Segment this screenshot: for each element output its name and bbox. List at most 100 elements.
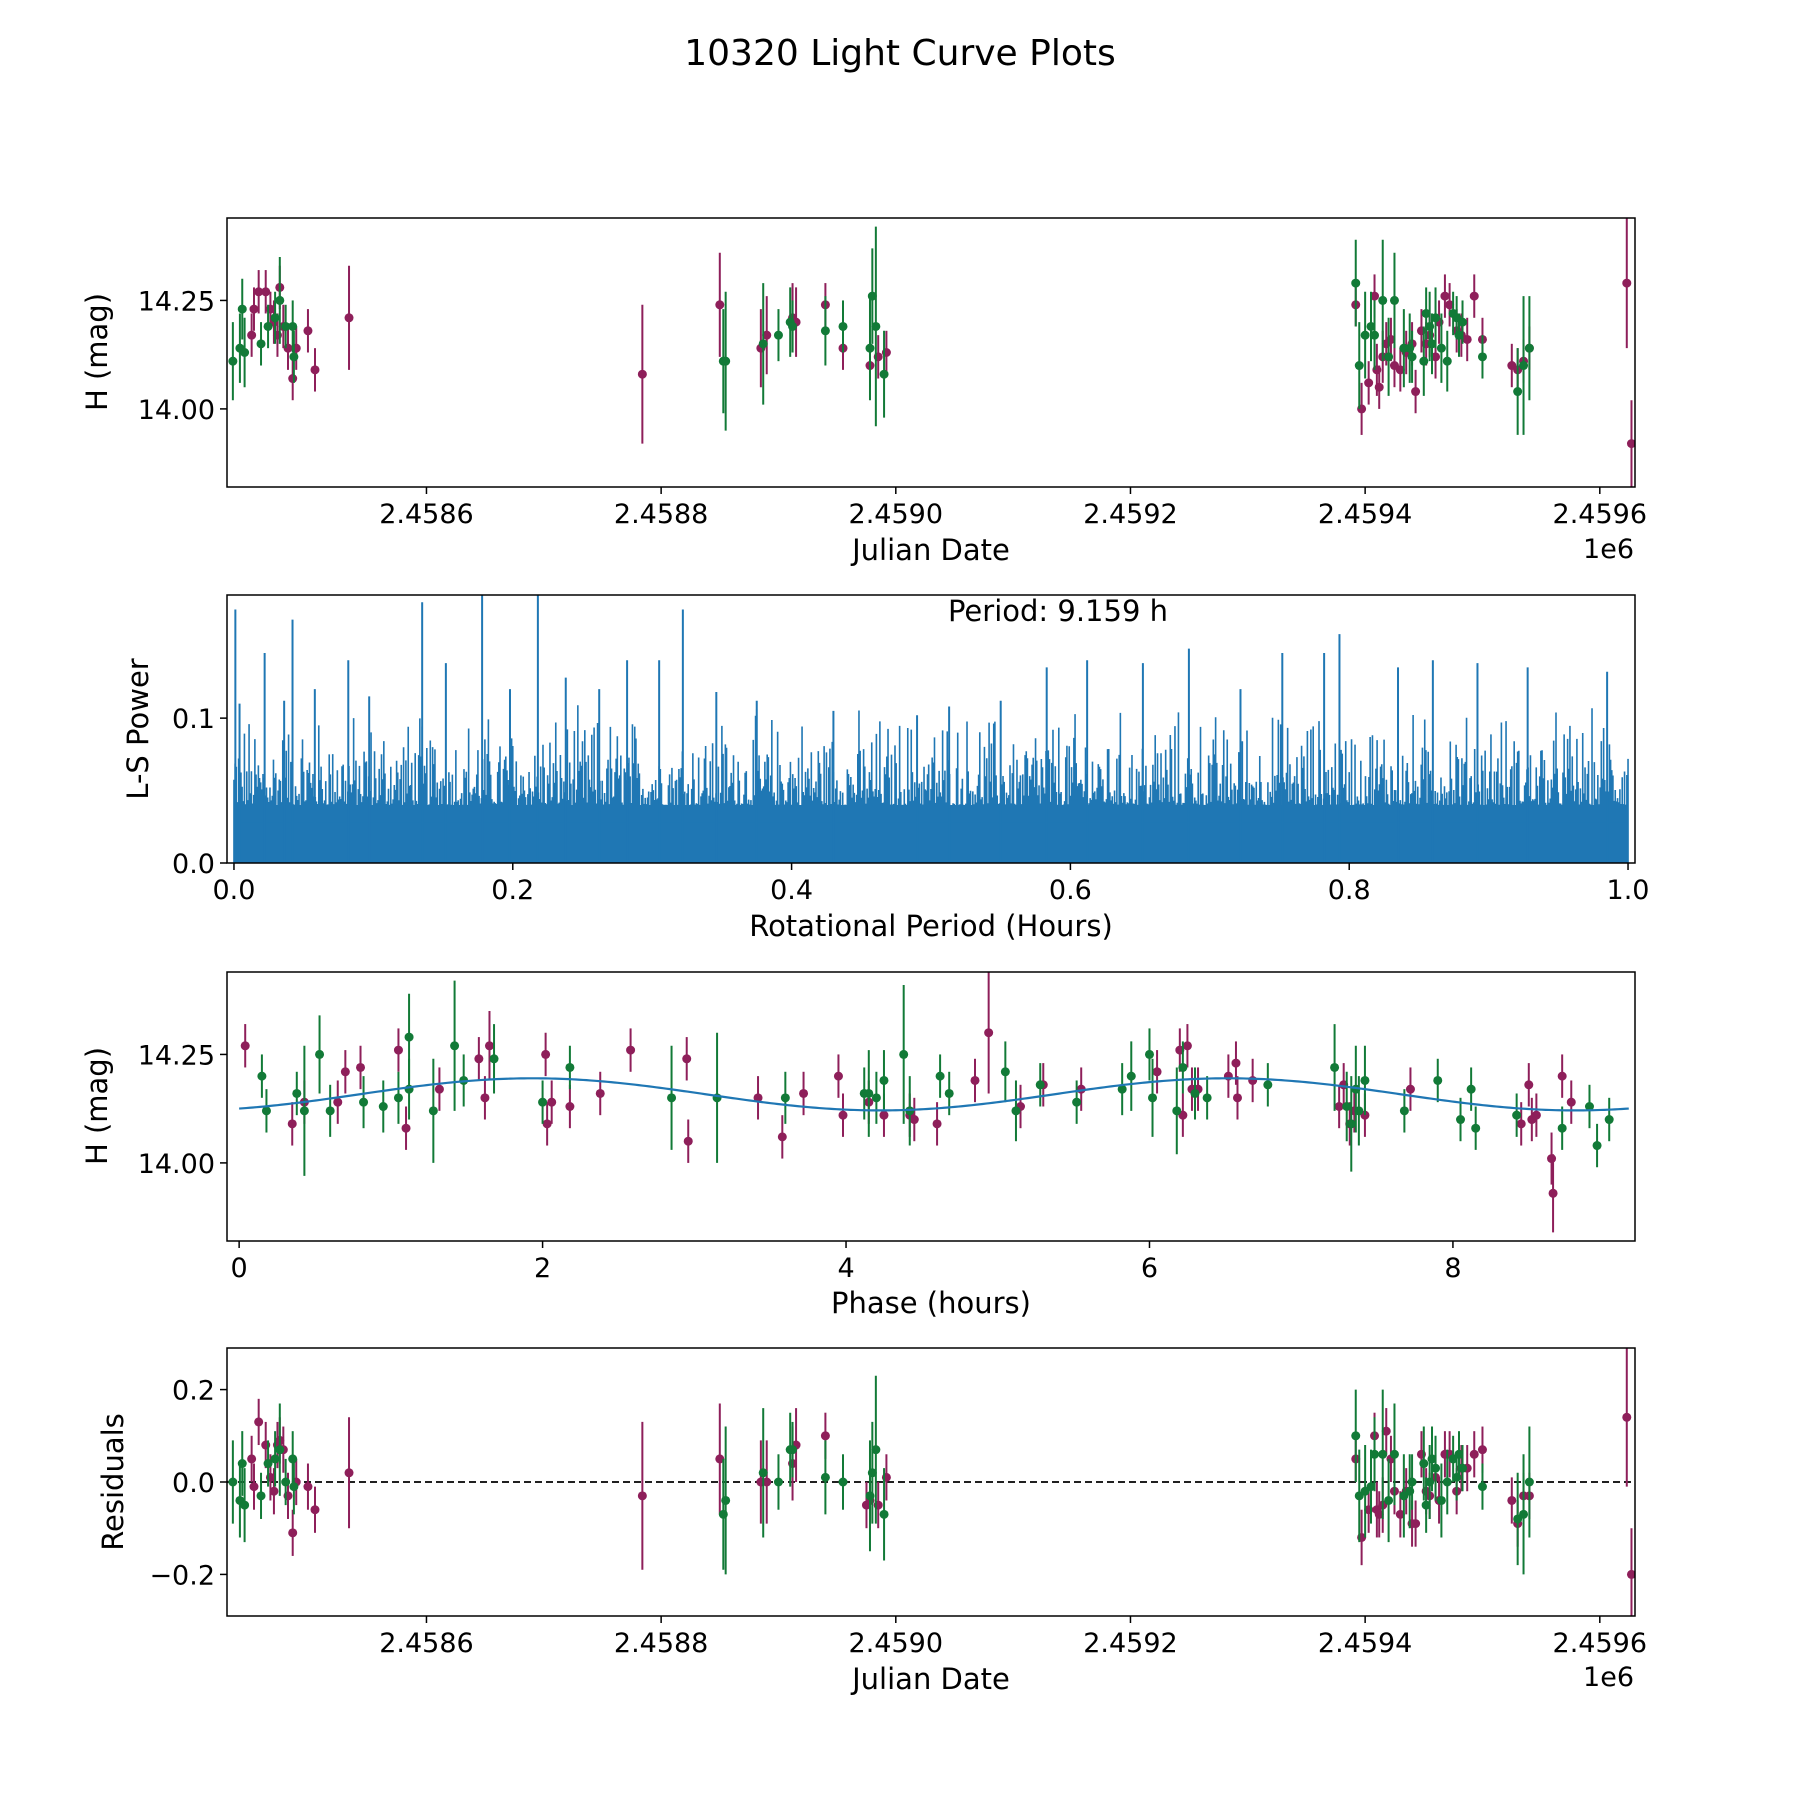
data-point bbox=[281, 321, 291, 331]
data-point bbox=[799, 1088, 809, 1098]
phased-curve-ylabel: H (mag) bbox=[80, 1047, 114, 1165]
data-point bbox=[393, 1093, 403, 1103]
data-point bbox=[484, 1041, 494, 1051]
data-point bbox=[833, 1071, 843, 1081]
y-tick-label: 0.0 bbox=[172, 849, 215, 880]
x-tick-label: 2.4590 bbox=[849, 1628, 943, 1659]
data-point bbox=[1469, 1449, 1479, 1459]
data-point bbox=[428, 1106, 438, 1116]
data-point bbox=[256, 1491, 266, 1501]
data-point bbox=[1584, 1102, 1594, 1111]
data-point bbox=[721, 1495, 731, 1505]
data-point bbox=[1477, 352, 1487, 362]
x-tick-label: 0 bbox=[231, 1253, 248, 1284]
data-point bbox=[1436, 1495, 1446, 1505]
data-point bbox=[565, 1062, 575, 1072]
data-point bbox=[1152, 1067, 1162, 1077]
data-point bbox=[1395, 365, 1405, 375]
periodogram-frame bbox=[226, 594, 1636, 864]
data-point bbox=[1366, 321, 1376, 331]
data-point bbox=[1626, 1569, 1635, 1579]
periodogram-plot-area bbox=[233, 595, 1629, 863]
data-point bbox=[257, 1071, 267, 1081]
x-tick-label: 0.2 bbox=[491, 875, 534, 906]
data-point bbox=[1419, 356, 1429, 366]
data-point bbox=[1427, 339, 1437, 349]
data-point bbox=[275, 1445, 285, 1455]
residuals-offset-label: 1e6 bbox=[1583, 1662, 1634, 1693]
data-point bbox=[1445, 300, 1455, 310]
x-tick-label: 0.6 bbox=[1049, 875, 1092, 906]
data-point bbox=[1370, 291, 1380, 301]
data-point bbox=[1035, 1080, 1045, 1090]
data-point bbox=[935, 1071, 945, 1081]
power-spectrum bbox=[233, 595, 1629, 863]
data-point bbox=[944, 1088, 954, 1098]
data-point bbox=[359, 1097, 369, 1107]
data-point bbox=[820, 1472, 830, 1482]
data-point bbox=[871, 1093, 881, 1103]
data-point bbox=[541, 1049, 551, 1059]
data-point bbox=[1354, 361, 1364, 371]
data-point bbox=[753, 1093, 763, 1103]
power-baseline-band bbox=[233, 822, 1629, 863]
periodogram-xlabel: Rotational Period (Hours) bbox=[749, 909, 1113, 943]
data-point bbox=[682, 1054, 692, 1064]
data-point bbox=[683, 1136, 693, 1146]
data-point bbox=[1354, 1106, 1364, 1116]
data-point bbox=[1524, 1477, 1534, 1487]
data-point bbox=[474, 1054, 484, 1064]
data-point bbox=[1507, 1495, 1517, 1505]
data-point bbox=[1427, 1454, 1437, 1464]
data-point bbox=[288, 1454, 298, 1464]
data-point bbox=[1407, 352, 1417, 362]
data-point bbox=[1431, 313, 1441, 323]
data-point bbox=[1466, 1084, 1476, 1094]
data-point bbox=[1524, 343, 1534, 353]
data-point bbox=[1516, 1119, 1526, 1129]
data-point bbox=[310, 1505, 320, 1515]
data-point bbox=[1458, 1463, 1468, 1473]
x-tick-label: 0.8 bbox=[1328, 875, 1371, 906]
data-point bbox=[1421, 1500, 1431, 1510]
data-point bbox=[1524, 1080, 1534, 1090]
data-point bbox=[1566, 1097, 1576, 1107]
data-point bbox=[480, 1093, 490, 1103]
data-point bbox=[1374, 382, 1384, 392]
data-point bbox=[1395, 1509, 1405, 1519]
y-tick-label: 14.00 bbox=[138, 1149, 215, 1180]
light-curve-panel: 2.4586 2.4588 2.4590 2.4592 2.4594 2.4596 14.0… bbox=[80, 217, 1647, 567]
data-point bbox=[237, 1459, 247, 1469]
data-point bbox=[542, 1119, 552, 1129]
data-point bbox=[1469, 291, 1479, 301]
data-point bbox=[1330, 1062, 1340, 1072]
data-point bbox=[247, 330, 257, 340]
data-point bbox=[289, 1482, 299, 1492]
series-band-a bbox=[247, 218, 1635, 487]
data-point bbox=[1231, 1058, 1241, 1068]
data-point bbox=[228, 1477, 238, 1487]
light-curve-plot-area bbox=[228, 218, 1635, 487]
data-point bbox=[1072, 1097, 1082, 1107]
data-point bbox=[299, 1106, 309, 1116]
light-curve-offset-label: 1e6 bbox=[1583, 534, 1634, 565]
data-point bbox=[626, 1045, 636, 1055]
residuals-ticks: 2.4586 2.4588 2.4590 2.4592 2.4594 2.4596 −0.2… bbox=[149, 1376, 1647, 1659]
data-point bbox=[249, 1482, 259, 1492]
data-point bbox=[1384, 1495, 1394, 1505]
data-point bbox=[1519, 1509, 1529, 1519]
data-point bbox=[879, 1110, 889, 1120]
data-point bbox=[1531, 1110, 1541, 1120]
data-point bbox=[1172, 1106, 1182, 1116]
figure-title: 10320 Light Curve Plots bbox=[684, 33, 1116, 74]
data-point bbox=[909, 1115, 919, 1125]
data-point bbox=[1370, 330, 1380, 340]
data-point bbox=[325, 1106, 335, 1116]
data-point bbox=[595, 1088, 605, 1098]
y-tick-label: −0.2 bbox=[149, 1560, 215, 1591]
data-point bbox=[1557, 1123, 1567, 1133]
data-point bbox=[1182, 1041, 1192, 1051]
data-point bbox=[1433, 1075, 1443, 1085]
y-tick-label: 14.25 bbox=[138, 1040, 215, 1071]
